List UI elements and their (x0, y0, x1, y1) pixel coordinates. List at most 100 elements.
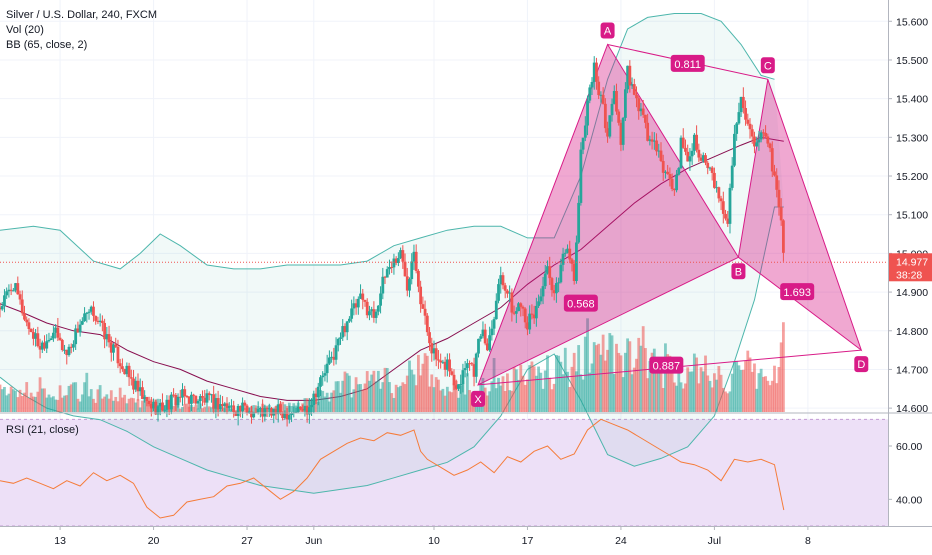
rsi-legend[interactable]: RSI (21, close) (6, 424, 79, 436)
candle-body (719, 198, 723, 202)
candle-body (408, 279, 411, 291)
candle-body (207, 393, 211, 396)
volume-bar (737, 365, 741, 412)
volume-bar (283, 404, 287, 412)
volume-bar (721, 387, 725, 412)
candle-body (677, 168, 681, 175)
candle-body (739, 96, 743, 113)
time-tick-label: Jun (305, 535, 322, 547)
candle-body (623, 89, 627, 118)
volume-bar (595, 345, 598, 412)
bb-legend[interactable]: BB (65, close, 2) (6, 39, 88, 51)
volume-bar (666, 354, 670, 412)
candle-body (672, 188, 676, 191)
volume-bar (499, 385, 503, 412)
volume-bar (641, 326, 645, 412)
volume-bar (461, 380, 465, 412)
candle-body (724, 213, 727, 219)
volume-bar (443, 395, 447, 412)
ratio-badge (780, 283, 815, 301)
candle-body (334, 345, 338, 360)
candle-body (577, 202, 581, 243)
volume-bar (40, 388, 44, 412)
volume-bar (303, 398, 307, 412)
candle-body (221, 404, 224, 407)
candle-body (23, 313, 26, 320)
chart-legend: Silver / U.S. Dollar, 240, FXCM Vol (20)… (6, 8, 157, 53)
candle-body (194, 395, 198, 404)
volume-bar (661, 387, 665, 412)
volume-bar (31, 396, 35, 412)
volume-bar (305, 398, 309, 412)
volume-bar (428, 386, 431, 412)
volume-bar (757, 373, 761, 412)
candle-body (78, 324, 82, 333)
candle-body (98, 320, 102, 322)
volume-bar (617, 352, 621, 412)
candle-body (666, 171, 670, 175)
volume-bar (60, 397, 64, 412)
volume-bar (744, 360, 747, 412)
volume-bar (98, 385, 102, 412)
candle-body (172, 394, 175, 396)
candle-body (225, 403, 229, 408)
candle-body (198, 396, 202, 402)
candle-body (316, 386, 320, 398)
volume-bar (410, 369, 414, 412)
candle-body (241, 402, 244, 412)
candle-body (675, 174, 678, 191)
candle-body (374, 311, 378, 318)
volume-bar (34, 396, 38, 412)
candle-body (750, 129, 754, 137)
volume-bar (89, 389, 93, 412)
volume-bar (777, 367, 781, 412)
candle-body (726, 218, 730, 224)
volume-bar (697, 383, 701, 412)
volume-legend[interactable]: Vol (20) (6, 24, 44, 36)
volume-bar (557, 355, 561, 412)
candle-body (699, 157, 703, 161)
candle-body (650, 139, 654, 142)
volume-bar (394, 384, 398, 412)
price-tick-label: 14.900 (896, 287, 928, 299)
candle-body (517, 303, 520, 312)
volume-bar (23, 392, 26, 412)
volume-bar (423, 353, 427, 412)
candle-body (134, 380, 138, 390)
symbol-title[interactable]: Silver / U.S. Dollar, 240, FXCM (6, 9, 157, 21)
volume-bar (330, 392, 334, 412)
volume-bar (11, 389, 15, 412)
candle-body (258, 408, 262, 410)
candle-body (630, 84, 634, 86)
volume-bar (359, 384, 362, 412)
candle-body (419, 286, 423, 305)
candle-body (554, 283, 558, 294)
volume-bar (632, 367, 636, 412)
volume-bar (766, 380, 770, 412)
volume-bar (350, 397, 354, 412)
volume-bar (196, 408, 200, 412)
volume-bar (655, 369, 658, 412)
point-a-label: A (604, 25, 612, 37)
volume-bar (735, 360, 739, 412)
volume-bar (127, 398, 131, 412)
pattern-labels-layer[interactable]: X A B C D 0.568 0.811 1.693 0.887 (471, 22, 869, 407)
candle-body (187, 396, 191, 404)
candle-body (730, 165, 734, 188)
candle-body (637, 98, 641, 112)
volume-bar (630, 374, 634, 412)
candle-body (706, 162, 710, 169)
candle-body (405, 276, 409, 291)
candle-body (345, 321, 349, 333)
candle-body (67, 346, 71, 356)
candle-body (40, 342, 44, 350)
candle-body (759, 132, 763, 140)
candle-body (737, 112, 741, 124)
rsi-tick-label: 60.00 (896, 441, 922, 453)
volume-bar (69, 384, 73, 412)
volume-bar (374, 381, 378, 412)
candle-body (421, 304, 425, 309)
volume-bar (695, 357, 699, 412)
